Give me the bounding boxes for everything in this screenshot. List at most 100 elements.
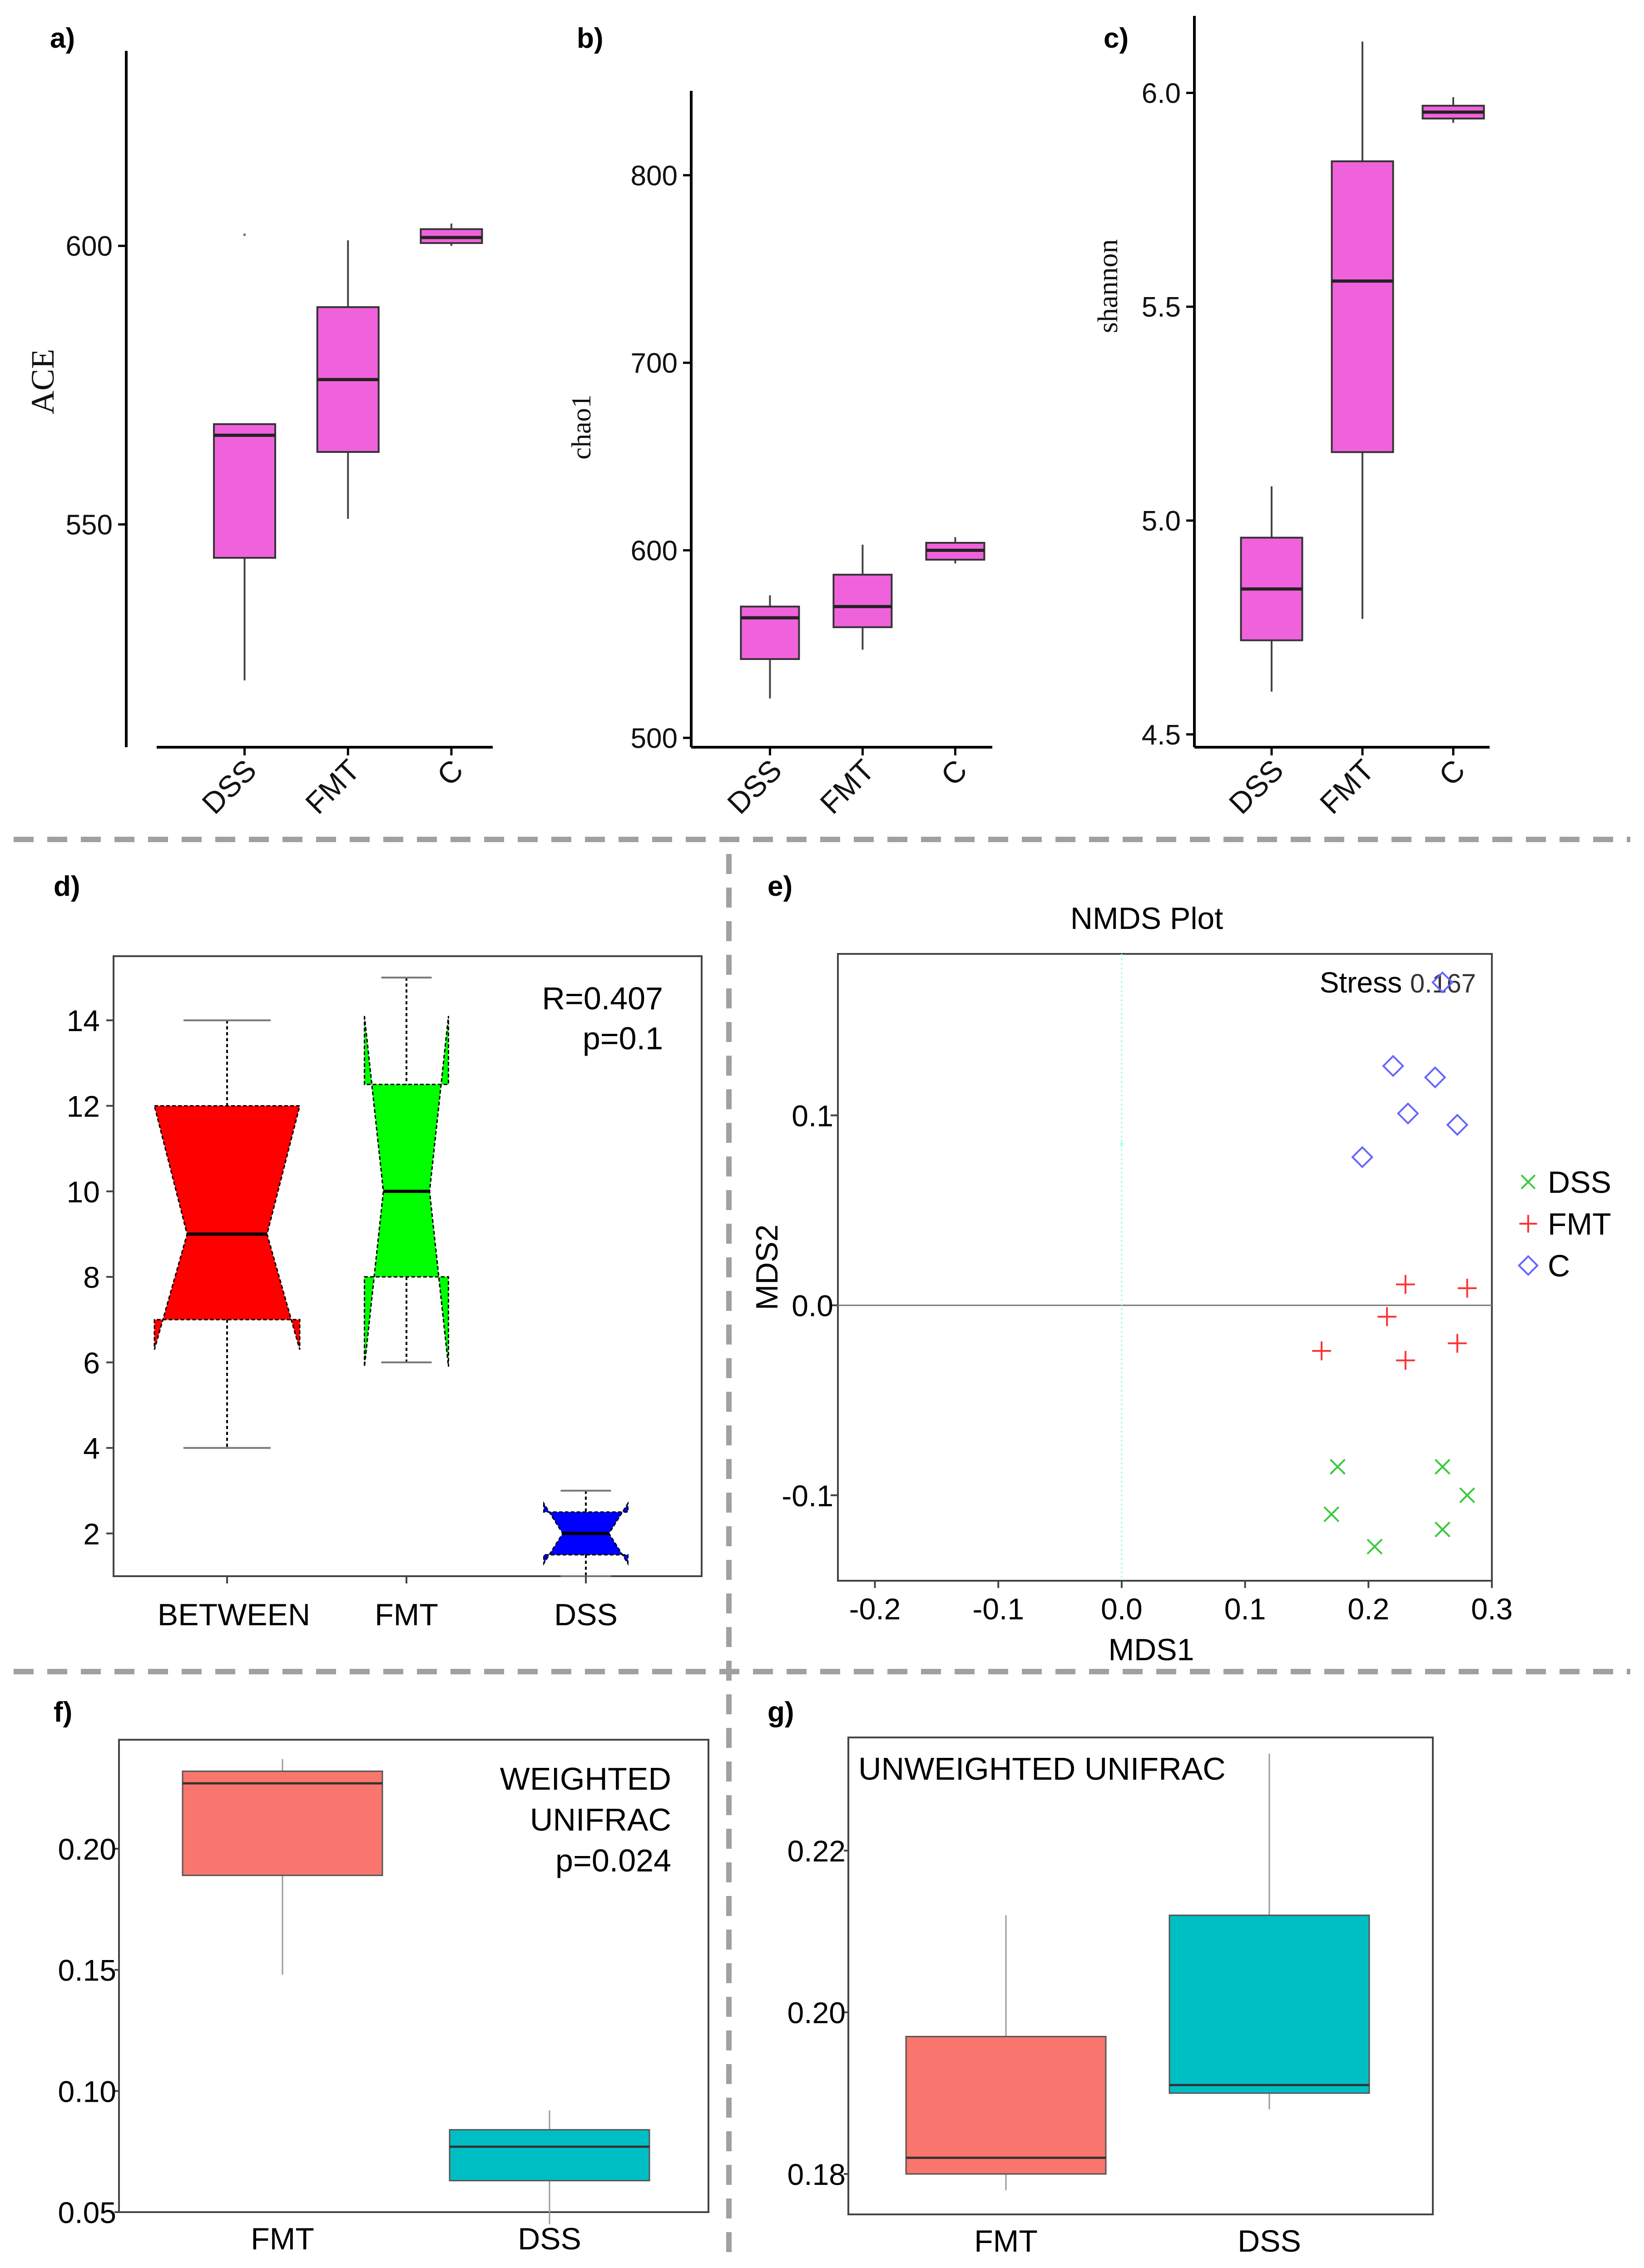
notched-box-fmt [364,977,449,1367]
box-body [1169,1915,1370,2094]
legend: DSS FMT C [1517,1165,1611,1283]
panel-dividers [14,837,1630,2262]
legend-label: DSS [1548,1165,1611,1200]
series-c [1351,971,1469,1168]
outlier-point [243,233,246,236]
y-axis-label: MDS2 [750,1225,784,1310]
box-body [740,605,800,660]
panel-label: c) [1104,23,1129,54]
data-point [1424,1066,1446,1089]
panel-label: g) [768,1697,794,1728]
panel-e-nmds-scatter: e) NMDS Plot -0.2 -0.1 0.0 0.1 0.2 0.3 -0.1 0.0 0.… [750,871,1611,1667]
annotation-line: WEIGHTED [500,1761,671,1797]
data-point [1323,1506,1340,1523]
y-tick-label: 500 [631,723,678,754]
marker-stroke [1434,1459,1451,1475]
data-point [1329,1459,1346,1475]
y-tick-label: 0.18 [787,2158,846,2191]
x-tick-label: 0.0 [1101,1592,1143,1626]
legend-label: C [1548,1249,1570,1283]
y-tick-label: 0.15 [58,1954,116,1987]
x-tick-label: C [431,753,470,792]
annotation-line: UNWEIGHTED UNIFRAC [858,1751,1226,1787]
box-dss [213,233,277,680]
box-c [1421,97,1485,123]
x-tick-label: 0.3 [1471,1592,1513,1626]
box-dss [1240,486,1303,692]
data-point [1448,1334,1467,1353]
box-body [832,574,893,628]
box-dss [1169,1753,1370,2109]
notched-box-dss [543,1489,629,1577]
y-tick-label: 600 [66,231,113,262]
box-dss [740,595,800,699]
panel-g-unweighted-unifrac-boxplot: g) 0.18 0.20 0.22 FMT DSS UNWEIGHTED UNIFRAC [768,1697,1434,2258]
legend-marker [1517,1255,1539,1276]
plot-frame [113,955,703,1577]
panel-b-chao1-boxplot: b) 500 600 700 800 chao1 DSS FMT C [566,23,992,820]
box-body [449,2129,650,2182]
series-dss [1323,1459,1476,1555]
legend-marker [1520,1174,1536,1190]
box-body [1331,160,1394,453]
box-dss [449,2110,650,2224]
marker-stroke [1459,1487,1476,1504]
x-tick-label: DSS [1238,2224,1301,2258]
plot-frame [118,1739,709,2213]
marker-stroke [1434,1521,1451,1538]
y-axis-label: ACE [25,349,61,414]
box-c [420,223,483,246]
panel-label: a) [50,23,75,54]
panel-label: e) [768,871,792,902]
stress-label: Stress [1320,966,1410,999]
plot-frame [837,953,1493,1582]
x-tick-label: FMT [974,2224,1038,2258]
x-tick-label: C [1432,753,1471,792]
y-axis-label: chao1 [566,394,596,459]
y-tick-label: 0.22 [787,1834,846,1868]
chart-title: NMDS Plot [1070,901,1223,936]
y-tick-label: 0.1 [792,1099,833,1132]
x-tick-label: BETWEEN [158,1598,310,1632]
data-point [1351,1146,1374,1168]
x-tick-label: -0.2 [849,1592,901,1626]
stress-annotation: Stress 0.167 [1320,966,1476,999]
y-tick-label: 6.0 [1142,78,1181,109]
y-tick-label: 0.20 [58,1832,116,1866]
marker-stroke [1323,1506,1340,1523]
x-tick-label: FMT [375,1598,438,1632]
data-point [1377,1307,1396,1326]
origin-marker [1120,1142,1123,1146]
y-tick-label: 700 [631,348,678,379]
x-tick-label: -0.1 [972,1592,1024,1626]
x-tick-label: FMT [299,753,366,820]
marker-stroke [1367,1538,1383,1555]
y-tick-label: 0.0 [792,1289,833,1323]
r-statistic-label: R=0.407 [542,981,663,1016]
panel-d-anosim-notched-boxplot: d) 2 4 6 8 10 12 14 BETWEEN FMT DSS R=0.407 p=0.1 [54,871,703,1632]
box-body [213,423,277,559]
y-tick-label: 14 [67,1004,100,1037]
data-point [1446,1113,1469,1136]
data-point [1396,1351,1415,1370]
x-tick-label: DSS [518,2222,581,2256]
box-fmt [316,240,380,519]
x-tick-label: C [934,753,973,792]
y-tick-label: 5.0 [1142,506,1181,537]
y-tick-label: 4.5 [1142,720,1181,751]
box-fmt [832,545,893,650]
data-point [1434,1521,1451,1538]
x-tick-label: 0.2 [1347,1592,1389,1626]
panel-label: d) [54,871,80,902]
x-tick-label: DSS [195,753,262,820]
box-c [925,537,985,564]
panel-c-shannon-boxplot: c) 4.5 5.0 5.5 6.0 shannon DSS FMT C [1093,16,1490,820]
plot-frame [847,1737,1434,2215]
data-point [1431,971,1454,994]
y-tick-label: 2 [83,1517,100,1551]
data-point [1457,1279,1477,1298]
data-point [1434,1459,1451,1475]
x-tick-label: FMT [1313,753,1381,820]
legend-label: FMT [1548,1207,1611,1241]
box-fmt [1331,41,1394,619]
